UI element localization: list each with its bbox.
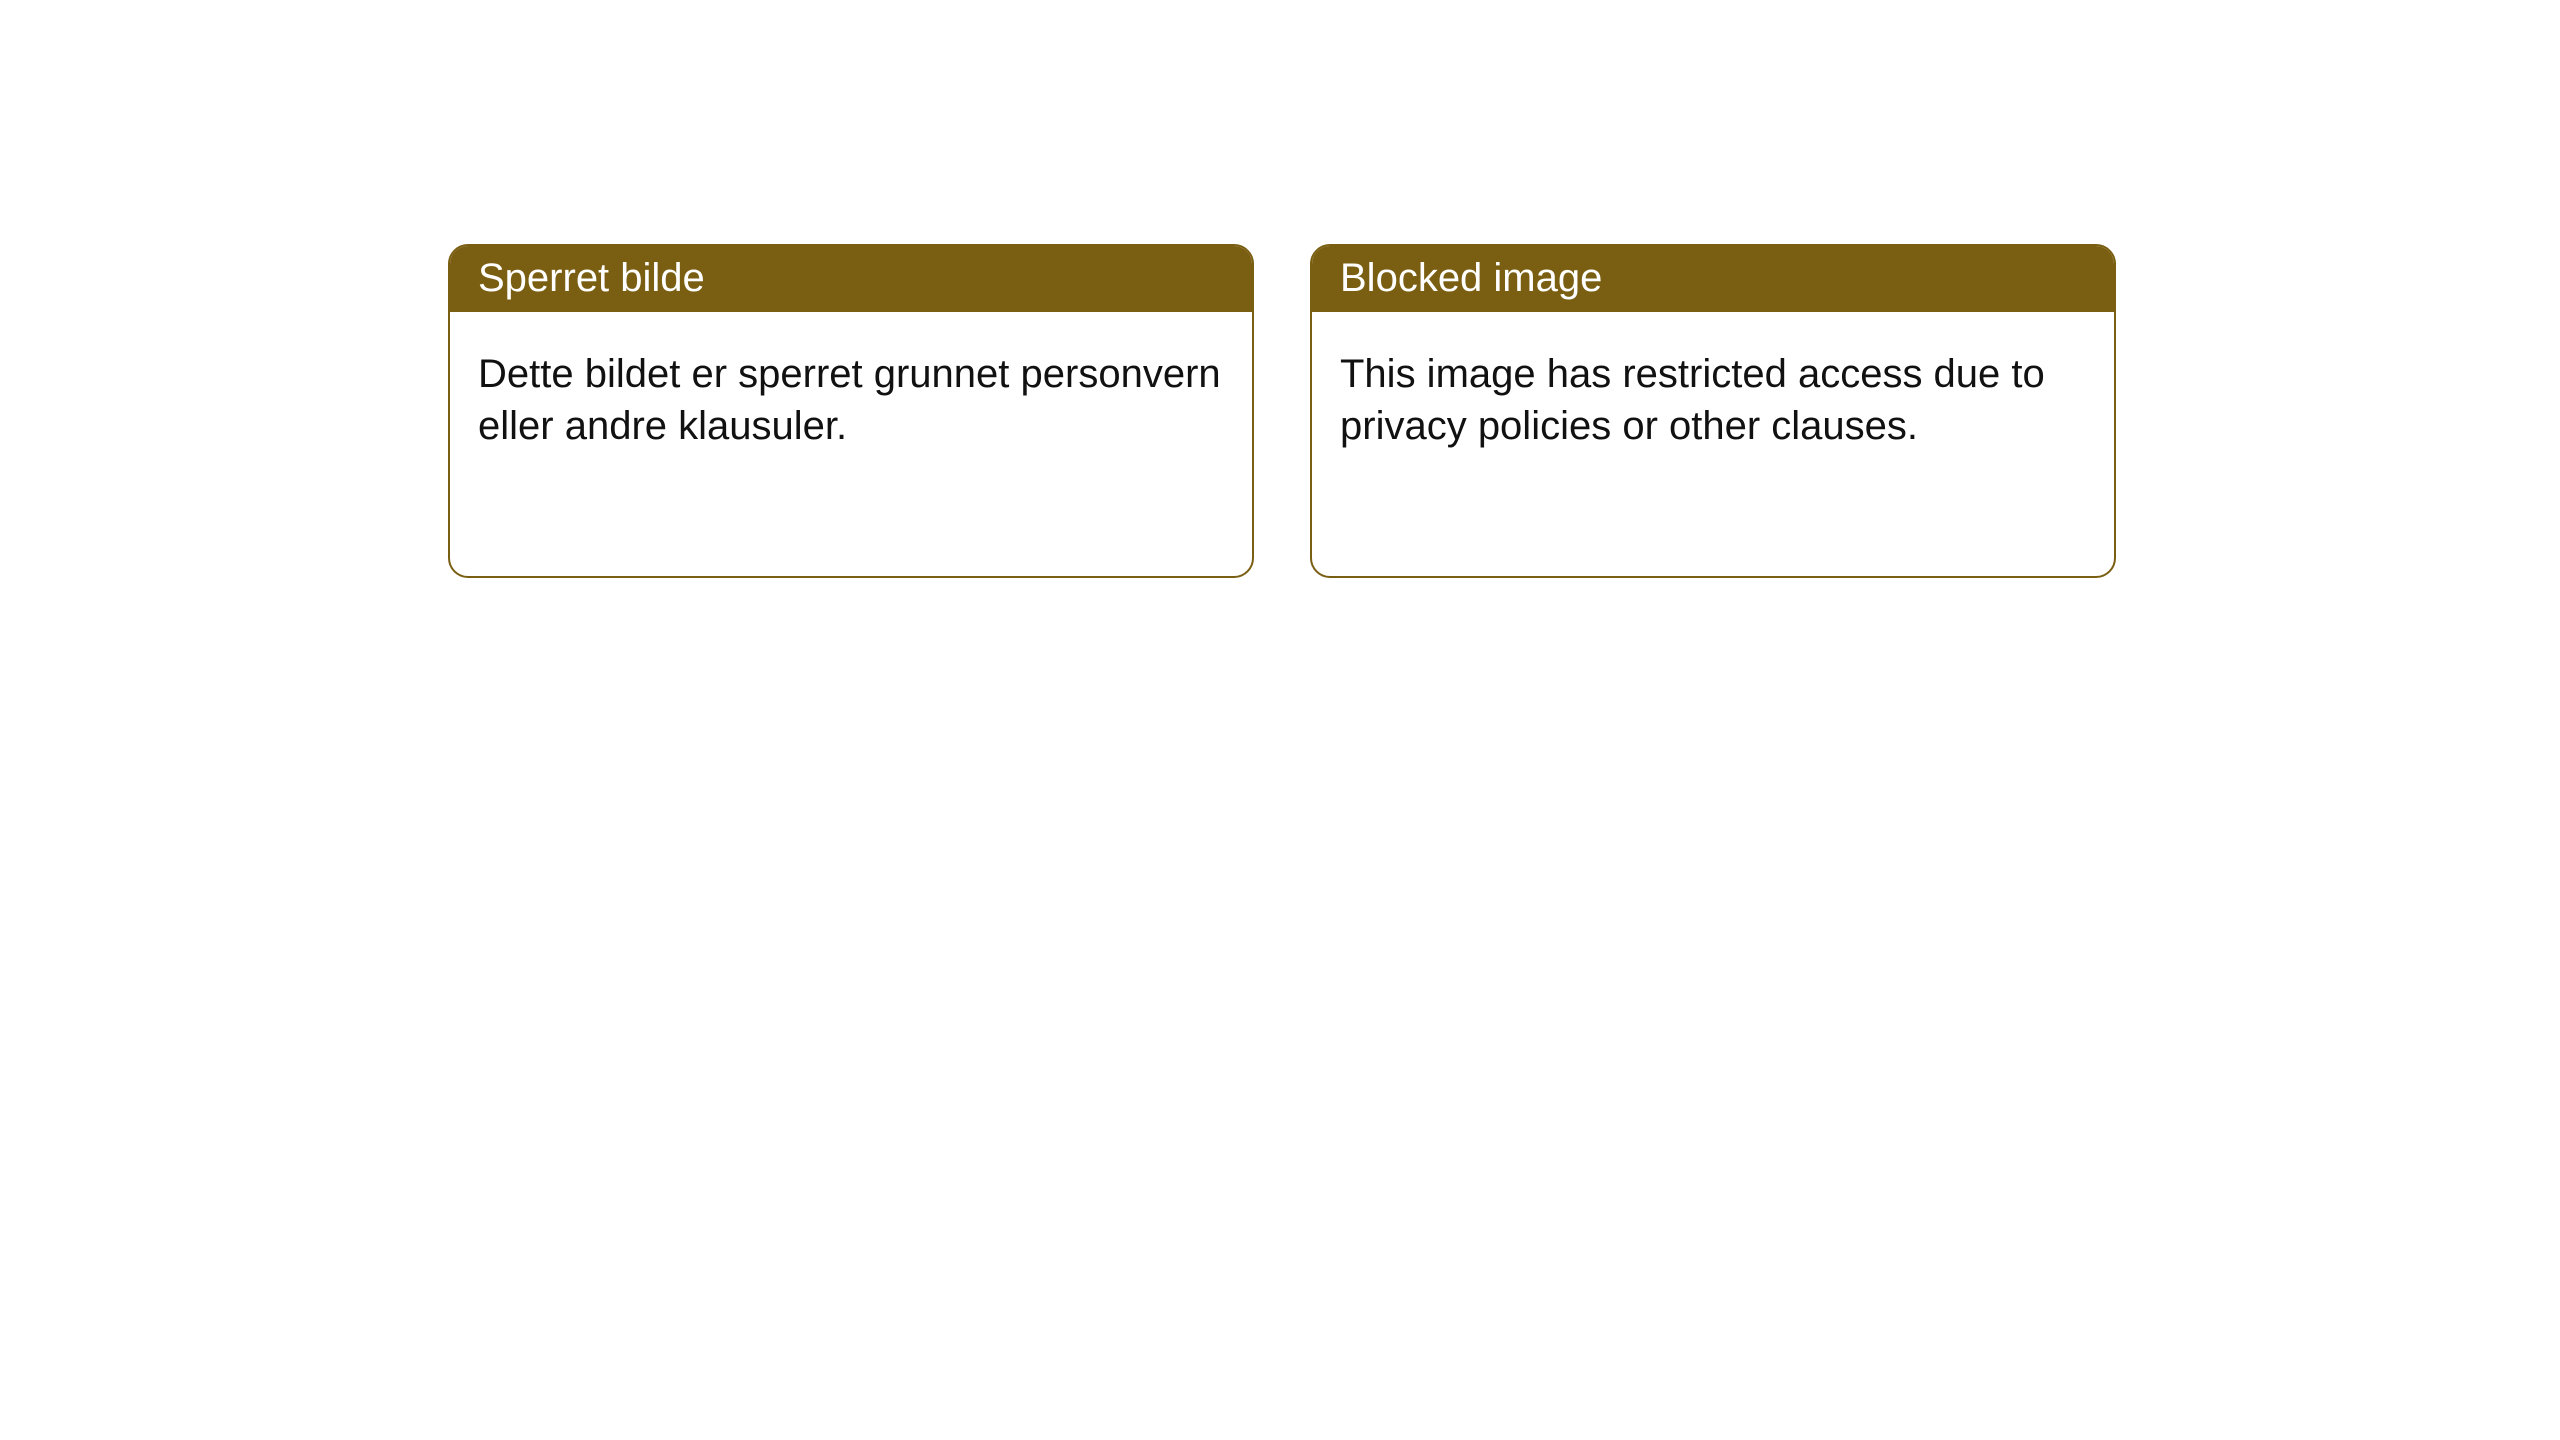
card-body: This image has restricted access due to … xyxy=(1312,312,2114,488)
card-body: Dette bildet er sperret grunnet personve… xyxy=(450,312,1252,488)
cards-container: Sperret bilde Dette bildet er sperret gr… xyxy=(0,0,2560,578)
card-header: Blocked image xyxy=(1312,246,2114,312)
blocked-image-card-no: Sperret bilde Dette bildet er sperret gr… xyxy=(448,244,1254,578)
blocked-image-card-en: Blocked image This image has restricted … xyxy=(1310,244,2116,578)
card-header: Sperret bilde xyxy=(450,246,1252,312)
